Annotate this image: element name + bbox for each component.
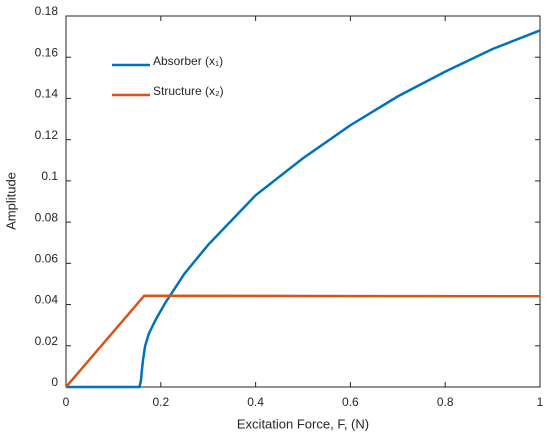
- x-tick-label: 0: [63, 395, 70, 409]
- y-tick-label: 0.18: [35, 4, 59, 18]
- y-tick-label: 0.04: [35, 293, 59, 307]
- y-tick-label: 0.16: [35, 45, 59, 59]
- y-tick-label: 0.1: [41, 169, 58, 183]
- x-tick-label: 1: [537, 395, 544, 409]
- y-tick-label: 0.08: [35, 210, 59, 224]
- x-tick-label: 0.2: [152, 395, 169, 409]
- y-tick-label: 0.06: [35, 252, 59, 266]
- y-tick-label: 0.12: [35, 128, 59, 142]
- x-tick-label: 0.6: [342, 395, 359, 409]
- plot-frame: [65, 15, 541, 388]
- series-line: [65, 294, 541, 388]
- y-axis-label: Amplitude: [3, 172, 18, 230]
- y-tick-label: 0.14: [35, 87, 59, 101]
- x-tick-label: 0.4: [247, 395, 264, 409]
- series-line: [66, 29, 541, 389]
- x-axis-label: Excitation Force, F, (N): [237, 416, 369, 431]
- y-tick-label: 0.02: [35, 334, 59, 348]
- x-tick-label: 0.8: [437, 395, 454, 409]
- legend-label: Absorber (x₁): [153, 54, 223, 68]
- legend-label: Structure (x₂): [153, 84, 224, 98]
- y-tick-label: 0: [51, 375, 58, 389]
